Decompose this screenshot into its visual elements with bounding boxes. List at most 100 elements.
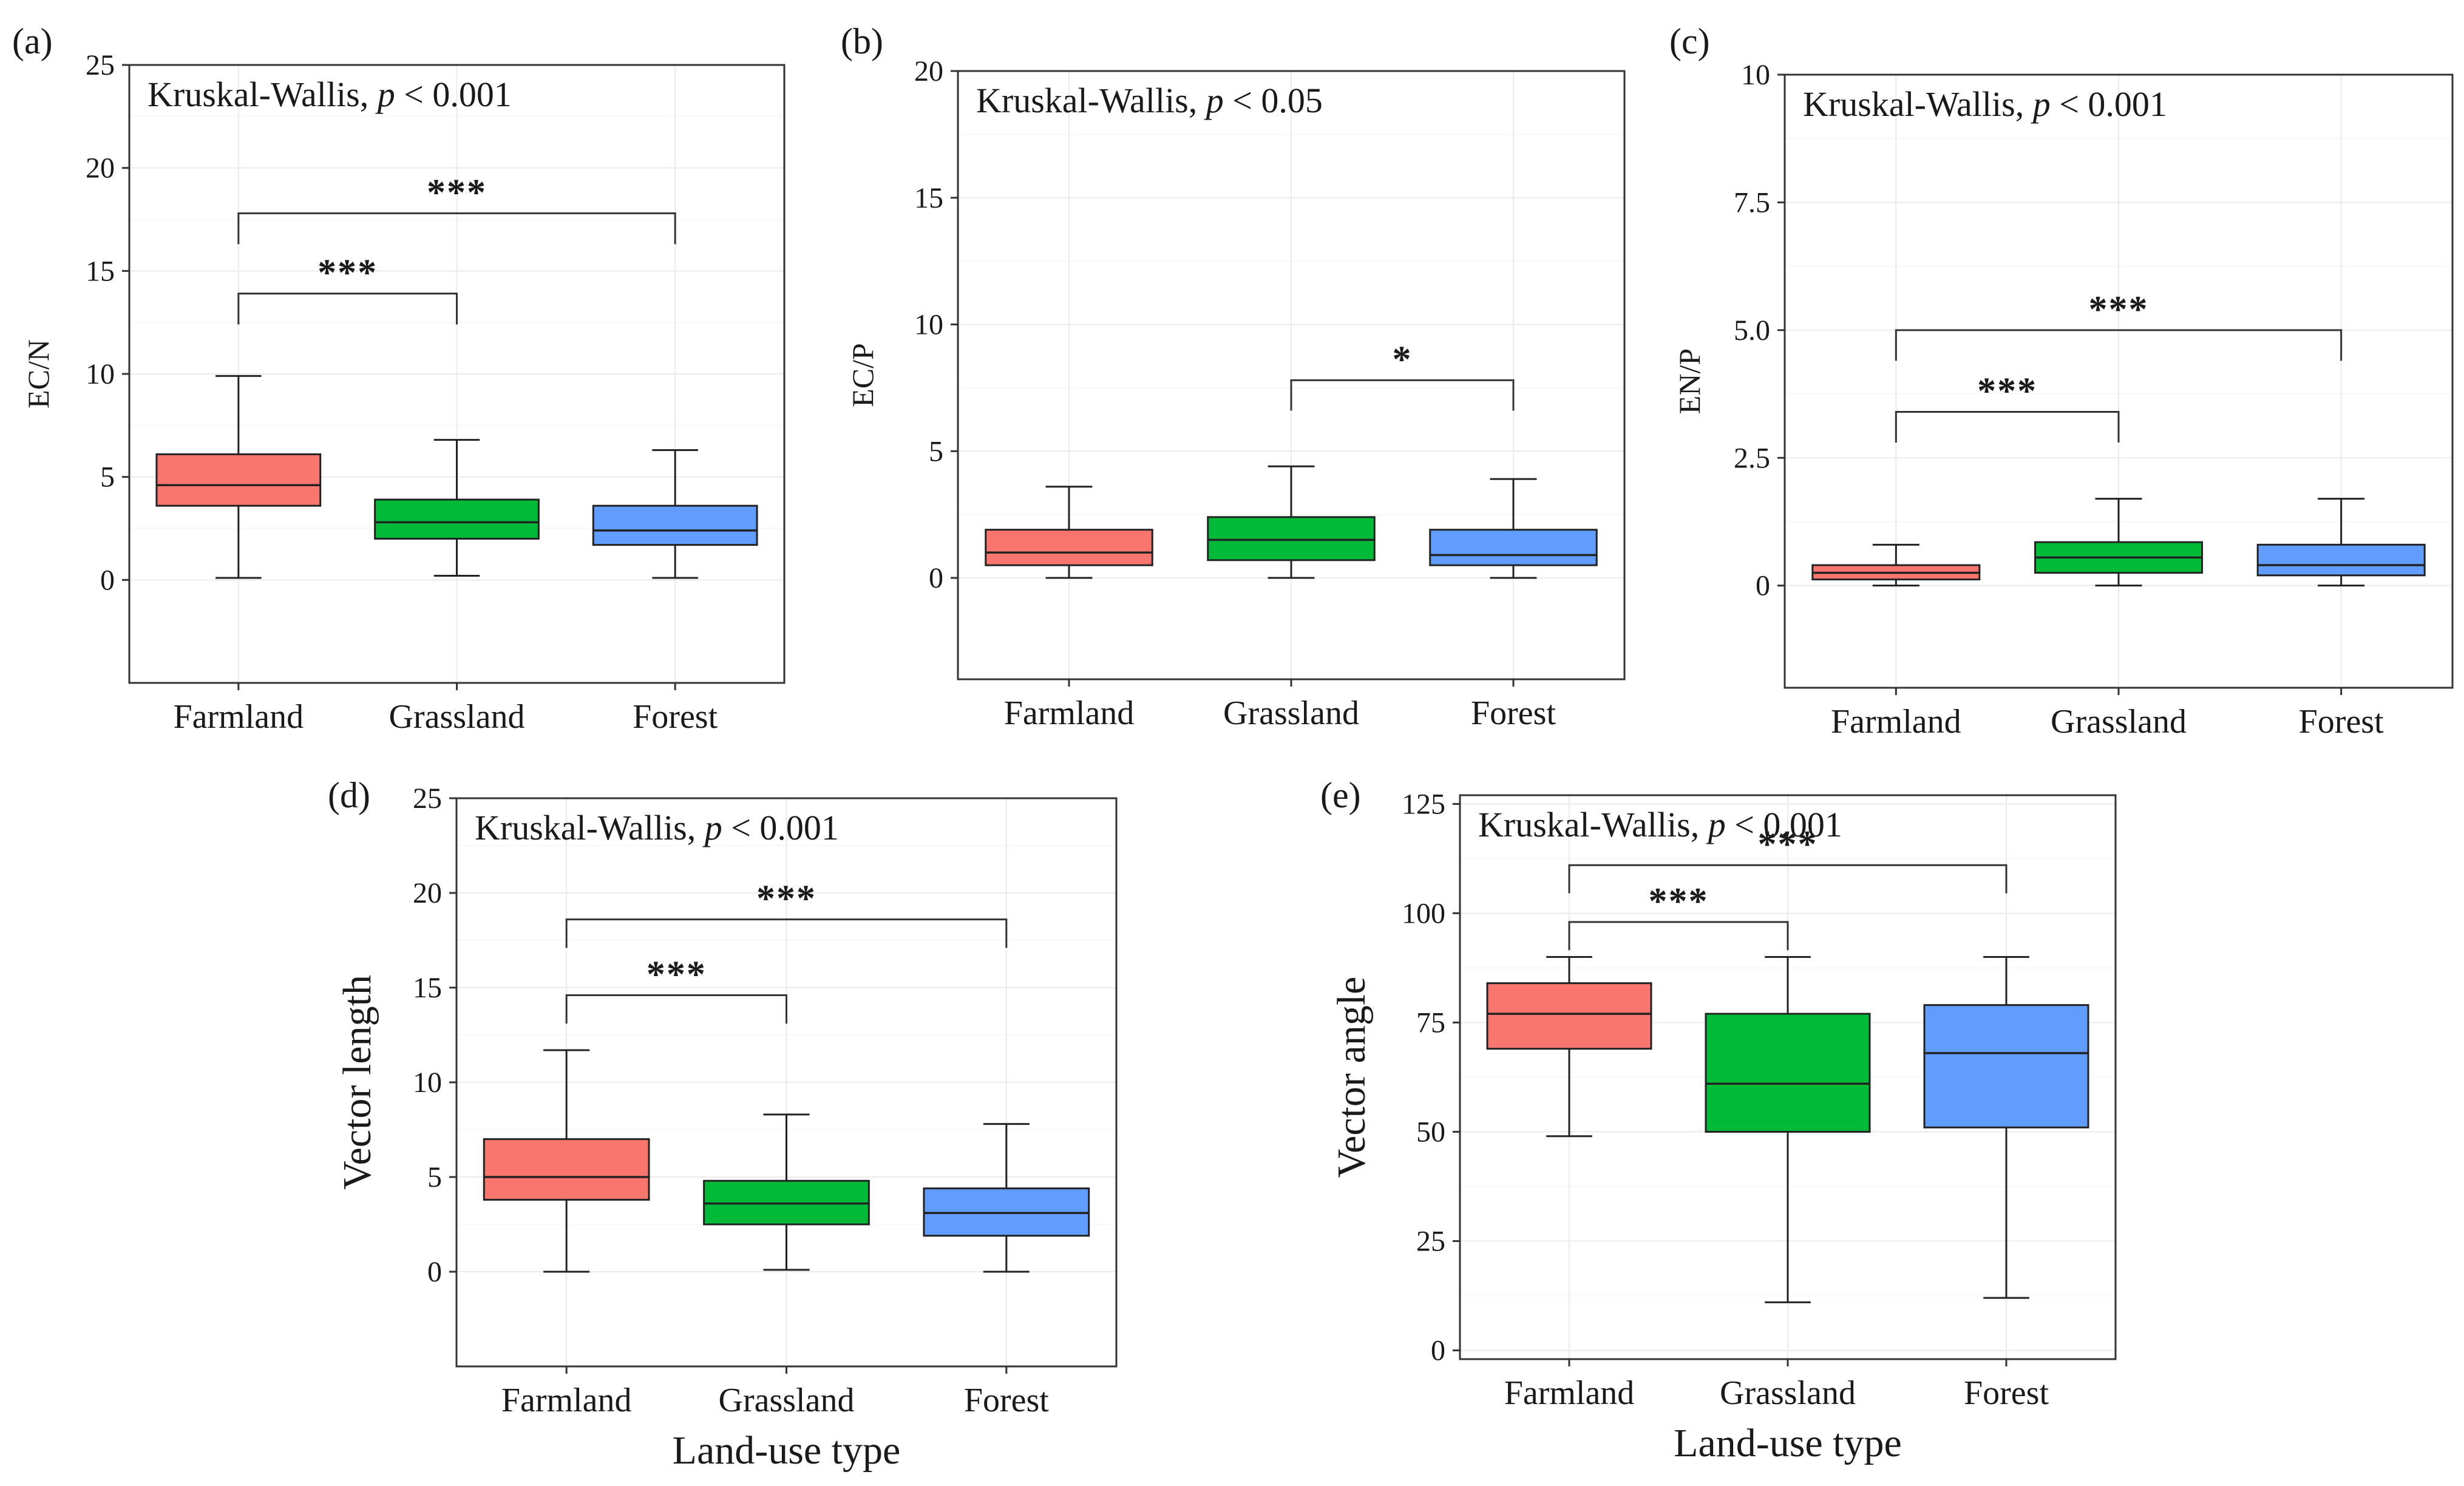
panel-a: *** *** 0 5 10 15 20 25 Farmland Grassland Forest E…: [12, 21, 786, 736]
significance-label: ***: [2089, 289, 2149, 330]
p-symbol: p: [2031, 84, 2051, 124]
significance-label: ***: [427, 172, 487, 213]
test-name: Kruskal-Wallis,: [976, 81, 1206, 120]
y-axis-label: Vector angle: [1329, 977, 1374, 1178]
p-symbol: p: [1204, 81, 1224, 120]
box-iqr: [155, 453, 322, 507]
x-tick-label: Forest: [2299, 703, 2384, 741]
y-tick-label: 10: [86, 358, 115, 390]
box-farmland: [483, 1049, 650, 1273]
p-value: < 0.001: [2051, 84, 2167, 124]
test-annotation: Kruskal-Wallis, p < 0.001: [475, 808, 839, 847]
test-name: Kruskal-Wallis,: [148, 75, 378, 114]
y-tick-label: 0: [427, 1256, 442, 1288]
y-axis-label: EN/P: [1672, 348, 1706, 414]
x-tick-label: Farmland: [174, 698, 304, 736]
p-value: < 0.001: [1726, 805, 1842, 844]
box-iqr: [2256, 543, 2426, 577]
y-tick-label: 5: [100, 461, 115, 494]
p-value: < 0.001: [722, 808, 839, 847]
y-tick-label: 0: [929, 562, 943, 594]
box-forest: [2256, 498, 2426, 587]
box-iqr: [1207, 516, 1376, 561]
y-tick-label: 10: [413, 1067, 442, 1099]
box-iqr: [592, 504, 758, 546]
box-grassland: [2034, 498, 2203, 587]
panel-letter: (e): [1320, 775, 1361, 815]
panel-letter: (d): [328, 775, 370, 815]
y-axis-label: EC/P: [846, 343, 880, 407]
significance-bracket: ***: [237, 172, 676, 245]
box-forest: [1923, 955, 2089, 1299]
box-grassland: [703, 1113, 870, 1271]
y-tick-label: 5.0: [1734, 314, 1770, 347]
test-name: Kruskal-Wallis,: [475, 808, 705, 847]
x-tick-label: Farmland: [1004, 694, 1135, 732]
bracket-line: [237, 212, 676, 245]
y-tick-label: 15: [914, 182, 943, 214]
box-farmland: [1811, 543, 1981, 587]
significance-bracket: ***: [1895, 289, 2343, 361]
y-tick-label: 0: [1756, 570, 1770, 602]
box-grassland: [374, 439, 540, 577]
y-tick-label: 25: [86, 49, 115, 81]
x-tick-label: Forest: [633, 698, 718, 736]
x-tick-label: Forest: [1964, 1374, 2049, 1412]
panel-letter: (a): [12, 21, 53, 61]
bracket-line: [1895, 411, 2120, 443]
x-tick-label: Grassland: [719, 1382, 855, 1419]
x-tick-label: Farmland: [1831, 703, 1961, 741]
significance-label: ***: [647, 954, 707, 995]
box-iqr: [1486, 982, 1652, 1050]
box-farmland: [985, 486, 1153, 579]
box-forest: [1429, 478, 1598, 579]
test-annotation: Kruskal-Wallis, p < 0.001: [1478, 805, 1842, 844]
y-tick-label: 0: [1431, 1335, 1445, 1367]
bracket-line: [565, 994, 787, 1024]
y-tick-label: 15: [86, 255, 115, 287]
significance-bracket: ***: [565, 878, 1008, 948]
p-symbol: p: [702, 808, 722, 847]
panel-d: *** *** 0 5 10 15 20 25 Farmland Grassland Forest V…: [328, 775, 1118, 1473]
box-forest: [923, 1123, 1090, 1273]
box-iqr: [374, 498, 540, 540]
x-tick-label: Grassland: [1720, 1374, 1856, 1412]
y-tick-label: 25: [1416, 1226, 1445, 1258]
y-tick-label: 25: [413, 782, 442, 815]
significance-label: *: [1393, 339, 1413, 380]
significance-label: ***: [1649, 881, 1709, 922]
significance-bracket: *: [1290, 339, 1515, 411]
box-iqr: [1429, 529, 1598, 566]
test-annotation: Kruskal-Wallis, p < 0.05: [976, 81, 1323, 120]
panel-letter: (c): [1669, 21, 1710, 61]
significance-bracket: ***: [1568, 824, 2008, 894]
test-name: Kruskal-Wallis,: [1803, 84, 2033, 124]
y-tick-label: 20: [914, 55, 943, 87]
x-axis-label: Land-use type: [673, 1428, 901, 1473]
significance-label: ***: [756, 878, 816, 920]
y-tick-label: 5: [427, 1161, 442, 1193]
box-farmland: [1486, 955, 1652, 1138]
y-tick-label: 20: [86, 152, 115, 185]
panel-b: * 0 5 10 15 20 Farmland Grassland Forest EC/P (b) K…: [841, 21, 1626, 732]
bracket-line: [1568, 921, 1789, 951]
y-tick-label: 2.5: [1734, 442, 1770, 474]
significance-bracket: ***: [1568, 881, 1789, 951]
y-tick-label: 100: [1402, 897, 1445, 929]
box-grassland: [1207, 465, 1376, 579]
x-tick-label: Grassland: [2051, 703, 2187, 741]
y-tick-label: 125: [1402, 788, 1445, 820]
y-tick-label: 20: [413, 877, 442, 909]
x-tick-label: Forest: [1471, 694, 1556, 732]
x-tick-label: Farmland: [501, 1382, 632, 1419]
y-axis-label: EC/N: [21, 339, 55, 409]
y-tick-label: 15: [413, 972, 442, 1004]
panel-c: *** *** 0 2.5 5.0 7.5 10 Farmland Grassland Fores…: [1669, 21, 2454, 741]
significance-label: ***: [1758, 824, 1818, 865]
panel-e: *** *** 0 25 50 75 100 125 Farmland Grassland Fore…: [1320, 775, 2117, 1465]
y-tick-label: 10: [1741, 59, 1770, 91]
x-tick-label: Farmland: [1504, 1374, 1635, 1412]
x-axis-label: Land-use type: [1674, 1421, 1902, 1465]
significance-label: ***: [1977, 371, 2037, 412]
